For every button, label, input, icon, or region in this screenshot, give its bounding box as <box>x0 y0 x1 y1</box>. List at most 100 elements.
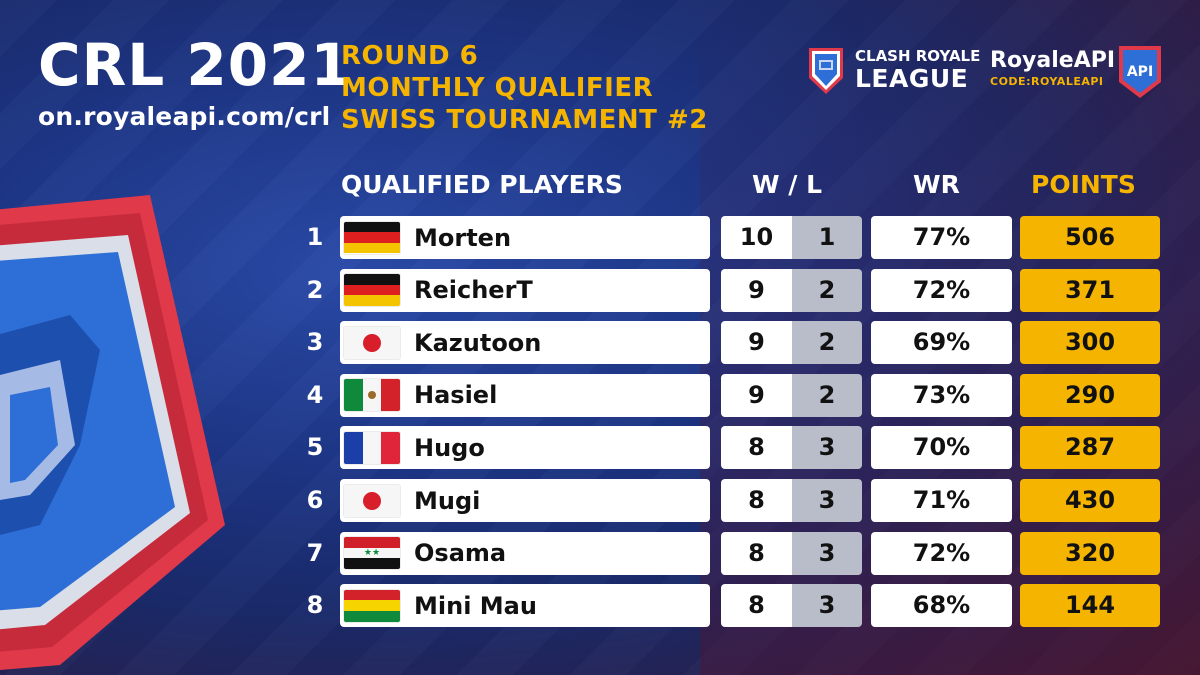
page-title: CRL 2021 <box>38 31 352 99</box>
table-row: 2 ReicherT 9 2 72% 371 <box>300 268 1170 312</box>
player-cell: Kazutoon <box>340 321 710 365</box>
royaleapi-badge-icon: API <box>1119 46 1161 98</box>
table-row: 5 Hugo 8 3 70% 287 <box>300 426 1170 470</box>
win-rate-value: 72% <box>871 268 1012 312</box>
mexico-flag-icon <box>344 379 400 412</box>
rank-number: 5 <box>306 433 324 462</box>
crl-logo-line2: LEAGUE <box>855 64 969 93</box>
japan-flag-icon <box>344 484 400 517</box>
losses-value: 3 <box>792 531 862 575</box>
germany-flag-icon <box>344 274 400 307</box>
points-value: 320 <box>1020 531 1160 575</box>
player-cell: Hasiel <box>340 373 710 417</box>
win-rate-value: 77% <box>871 216 1012 259</box>
event-tournament: SWISS TOURNAMENT #2 <box>341 105 708 135</box>
crl-crown-logo-icon <box>809 48 843 94</box>
win-loss-cell: 9 2 <box>721 373 862 417</box>
wins-value: 9 <box>721 321 792 365</box>
event-info: ROUND 6 MONTHLY QUALIFIER SWISS TOURNAME… <box>341 40 708 136</box>
points-value: 371 <box>1020 268 1160 312</box>
rank-number: 7 <box>306 538 324 567</box>
win-rate-value: 73% <box>871 373 1012 417</box>
royaleapi-code: CODE:ROYALEAPI <box>990 75 1104 88</box>
win-rate-value: 70% <box>871 426 1012 470</box>
player-name: Hasiel <box>414 381 498 410</box>
wins-value: 8 <box>721 479 792 522</box>
royaleapi-badge-text: API <box>1127 64 1153 80</box>
rank-number: 8 <box>306 591 324 620</box>
table-row: 6 Mugi 8 3 71% 430 <box>300 479 1170 522</box>
rank-number: 2 <box>306 275 324 304</box>
player-name: Mini Mau <box>414 591 537 620</box>
header-wl: W / L <box>752 170 823 199</box>
player-cell: Hugo <box>340 426 710 470</box>
japan-flag-icon <box>344 326 400 359</box>
royaleapi-name: RoyaleAPI <box>990 48 1116 73</box>
win-loss-cell: 8 3 <box>721 479 862 522</box>
wins-value: 10 <box>721 216 792 259</box>
table-row: 8 Mini Mau 8 3 68% 144 <box>300 584 1170 628</box>
player-name: Morten <box>414 223 512 252</box>
wins-value: 8 <box>721 426 792 470</box>
crl-shield-decoration-icon <box>0 195 225 670</box>
player-name: Hugo <box>414 433 485 462</box>
france-flag-icon <box>344 431 400 464</box>
losses-value: 3 <box>792 479 862 522</box>
syria-flag-icon: ★★ <box>344 537 400 570</box>
table-row: 1 Morten 10 1 77% 506 <box>300 216 1170 259</box>
win-loss-cell: 9 2 <box>721 268 862 312</box>
table-row: 7 ★★ Osama 8 3 72% 320 <box>300 531 1170 575</box>
losses-value: 2 <box>792 321 862 365</box>
wins-value: 8 <box>721 531 792 575</box>
losses-value: 2 <box>792 268 862 312</box>
points-value: 506 <box>1020 216 1160 259</box>
win-rate-value: 68% <box>871 584 1012 628</box>
win-loss-cell: 10 1 <box>721 216 862 259</box>
wins-value: 9 <box>721 373 792 417</box>
wins-value: 9 <box>721 268 792 312</box>
table-row: 3 Kazutoon 9 2 69% 300 <box>300 321 1170 365</box>
event-type: MONTHLY QUALIFIER <box>341 73 654 103</box>
event-round: ROUND 6 <box>341 41 479 71</box>
player-name: Kazutoon <box>414 328 542 357</box>
player-cell: Mugi <box>340 479 710 522</box>
bolivia-flag-icon <box>344 589 400 622</box>
win-loss-cell: 8 3 <box>721 584 862 628</box>
player-cell: Mini Mau <box>340 584 710 628</box>
rank-number: 1 <box>306 223 324 251</box>
rank-number: 4 <box>306 380 324 409</box>
player-name: Osama <box>414 539 507 568</box>
header-wr: WR <box>913 170 960 199</box>
win-loss-cell: 8 3 <box>721 531 862 575</box>
win-loss-cell: 8 3 <box>721 426 862 470</box>
points-value: 290 <box>1020 373 1160 417</box>
player-cell: Morten <box>340 216 710 259</box>
player-cell: ReicherT <box>340 268 710 312</box>
player-cell: ★★ Osama <box>340 531 710 575</box>
points-value: 300 <box>1020 321 1160 365</box>
player-name: ReicherT <box>414 276 533 305</box>
table-row: 4 Hasiel 9 2 73% 290 <box>300 373 1170 417</box>
wins-value: 8 <box>721 584 792 628</box>
crl-logo-line1: CLASH ROYALE <box>855 47 981 65</box>
win-loss-cell: 9 2 <box>721 321 862 365</box>
rank-number: 3 <box>306 328 324 357</box>
losses-value: 3 <box>792 426 862 470</box>
win-rate-value: 71% <box>871 479 1012 522</box>
win-rate-value: 72% <box>871 531 1012 575</box>
royaleapi-logo: RoyaleAPI CODE:ROYALEAPI <box>990 48 1115 88</box>
losses-value: 3 <box>792 584 862 628</box>
header-qualified-players: QUALIFIED PLAYERS <box>341 170 623 199</box>
points-value: 287 <box>1020 426 1160 470</box>
germany-flag-icon <box>344 221 400 254</box>
player-name: Mugi <box>414 486 481 515</box>
losses-value: 2 <box>792 373 862 417</box>
points-value: 144 <box>1020 584 1160 628</box>
points-value: 430 <box>1020 479 1160 522</box>
rank-number: 6 <box>306 486 324 514</box>
header-points: POINTS <box>1031 170 1136 199</box>
crl-logo: CLASH ROYALE LEAGUE <box>805 42 980 98</box>
url-text: on.royaleapi.com/crl <box>38 102 331 131</box>
losses-value: 1 <box>792 216 862 259</box>
win-rate-value: 69% <box>871 321 1012 365</box>
